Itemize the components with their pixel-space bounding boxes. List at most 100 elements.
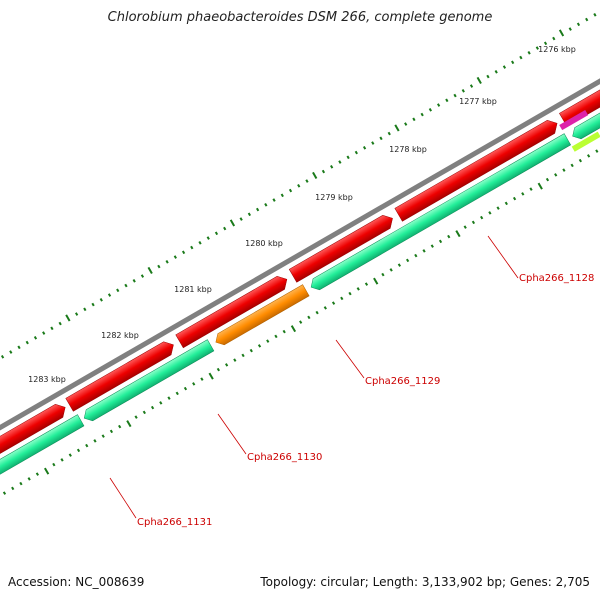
gene-leader-line (487, 235, 519, 279)
outer-tick (312, 171, 318, 179)
outer-tick (9, 350, 13, 354)
inner-tick (529, 187, 533, 191)
inner-tick (512, 196, 517, 201)
inner-tick (307, 315, 311, 320)
kbp-tick-label: 1276 kbp (538, 45, 576, 54)
reverse-cds-1129[interactable] (213, 284, 310, 348)
outer-tick (494, 70, 498, 74)
outer-tick (247, 212, 252, 217)
inner-tick (348, 291, 352, 296)
outer-tick (461, 89, 465, 93)
outer-tick (394, 124, 400, 132)
outer-tick (157, 264, 161, 269)
inner-tick (85, 443, 89, 448)
outer-tick (511, 60, 515, 65)
reverse-cds-1131[interactable] (0, 414, 85, 491)
inner-tick (488, 211, 492, 215)
feature-magenta (559, 109, 589, 131)
inner-tick (595, 149, 599, 153)
gene-leader-line (217, 413, 247, 455)
inner-tick (381, 272, 385, 277)
outer-tick (58, 321, 62, 326)
outer-tick (17, 345, 21, 350)
inner-tick (224, 363, 229, 367)
outer-tick (321, 169, 326, 174)
inner-tick (537, 182, 543, 190)
inner-tick (397, 263, 401, 267)
inner-tick (586, 154, 591, 158)
inner-tick (167, 396, 171, 400)
outer-tick (535, 46, 539, 50)
kbp-tick-label: 1277 kbp (459, 97, 497, 106)
outer-tick (264, 203, 268, 207)
inner-tick (35, 472, 40, 476)
forward-cds-4[interactable] (288, 212, 396, 283)
kbp-tick-label: 1279 kbp (315, 193, 353, 202)
outer-tick (379, 136, 383, 141)
inner-tick (150, 405, 155, 410)
kbp-tick-label: 1282 kbp (101, 331, 139, 340)
outer-tick (132, 279, 136, 283)
outer-tick (486, 74, 490, 79)
inner-tick (323, 306, 327, 310)
outer-tick (239, 217, 243, 221)
inner-tick (414, 253, 418, 258)
reverse-cds-1130[interactable] (81, 339, 215, 424)
outer-tick (362, 146, 367, 150)
outer-tick (346, 155, 350, 160)
outer-tick (469, 84, 474, 88)
outer-tick (502, 65, 507, 69)
kbp-tick-label: 1278 kbp (389, 145, 427, 154)
forward-cds-2[interactable] (65, 338, 177, 412)
inner-tick (430, 244, 434, 248)
inner-tick (216, 367, 221, 372)
gene-label[interactable]: Cpha266_1128 (519, 273, 594, 284)
gene-label[interactable]: Cpha266_1129 (365, 376, 440, 387)
inner-tick (208, 372, 214, 380)
reverse-cds-next[interactable] (569, 89, 600, 142)
inner-tick (504, 201, 508, 206)
inner-tick (200, 377, 204, 381)
outer-tick (453, 93, 457, 98)
inner-tick (134, 415, 138, 419)
inner-tick (480, 215, 484, 220)
outer-tick (124, 283, 128, 288)
inner-tick (266, 339, 270, 343)
outer-tick (288, 188, 293, 193)
inner-tick (159, 401, 163, 405)
outer-tick (42, 331, 46, 335)
outer-tick (214, 231, 219, 236)
outer-tick (280, 193, 284, 198)
reverse-cds-1128[interactable] (308, 133, 572, 293)
inner-tick (175, 391, 179, 396)
inner-tick (183, 386, 188, 391)
inner-tick (101, 434, 105, 438)
inner-tick (241, 353, 245, 358)
outer-tick (519, 55, 523, 60)
gene-leader-line (109, 477, 137, 519)
forward-cds-1[interactable] (0, 401, 69, 476)
outer-tick (65, 314, 71, 322)
forward-cds-3[interactable] (175, 273, 291, 349)
inner-tick (570, 163, 574, 168)
inner-tick (562, 168, 566, 172)
outer-tick (552, 36, 556, 41)
outer-tick (91, 302, 95, 307)
inner-tick (554, 173, 558, 177)
inner-tick (496, 206, 500, 210)
outer-tick (99, 298, 103, 302)
outer-tick (255, 207, 260, 212)
outer-tick (83, 307, 87, 312)
gene-label[interactable]: Cpha266_1131 (137, 517, 212, 528)
inner-tick (249, 348, 253, 353)
outer-tick (404, 122, 408, 126)
inner-tick (340, 296, 344, 301)
gene-label[interactable]: Cpha266_1130 (247, 452, 322, 463)
inner-tick (373, 277, 379, 285)
inner-tick (126, 420, 132, 428)
forward-cds-5[interactable] (394, 117, 561, 222)
inner-tick (290, 325, 297, 333)
inner-tick (331, 301, 336, 305)
outer-tick (436, 103, 441, 107)
